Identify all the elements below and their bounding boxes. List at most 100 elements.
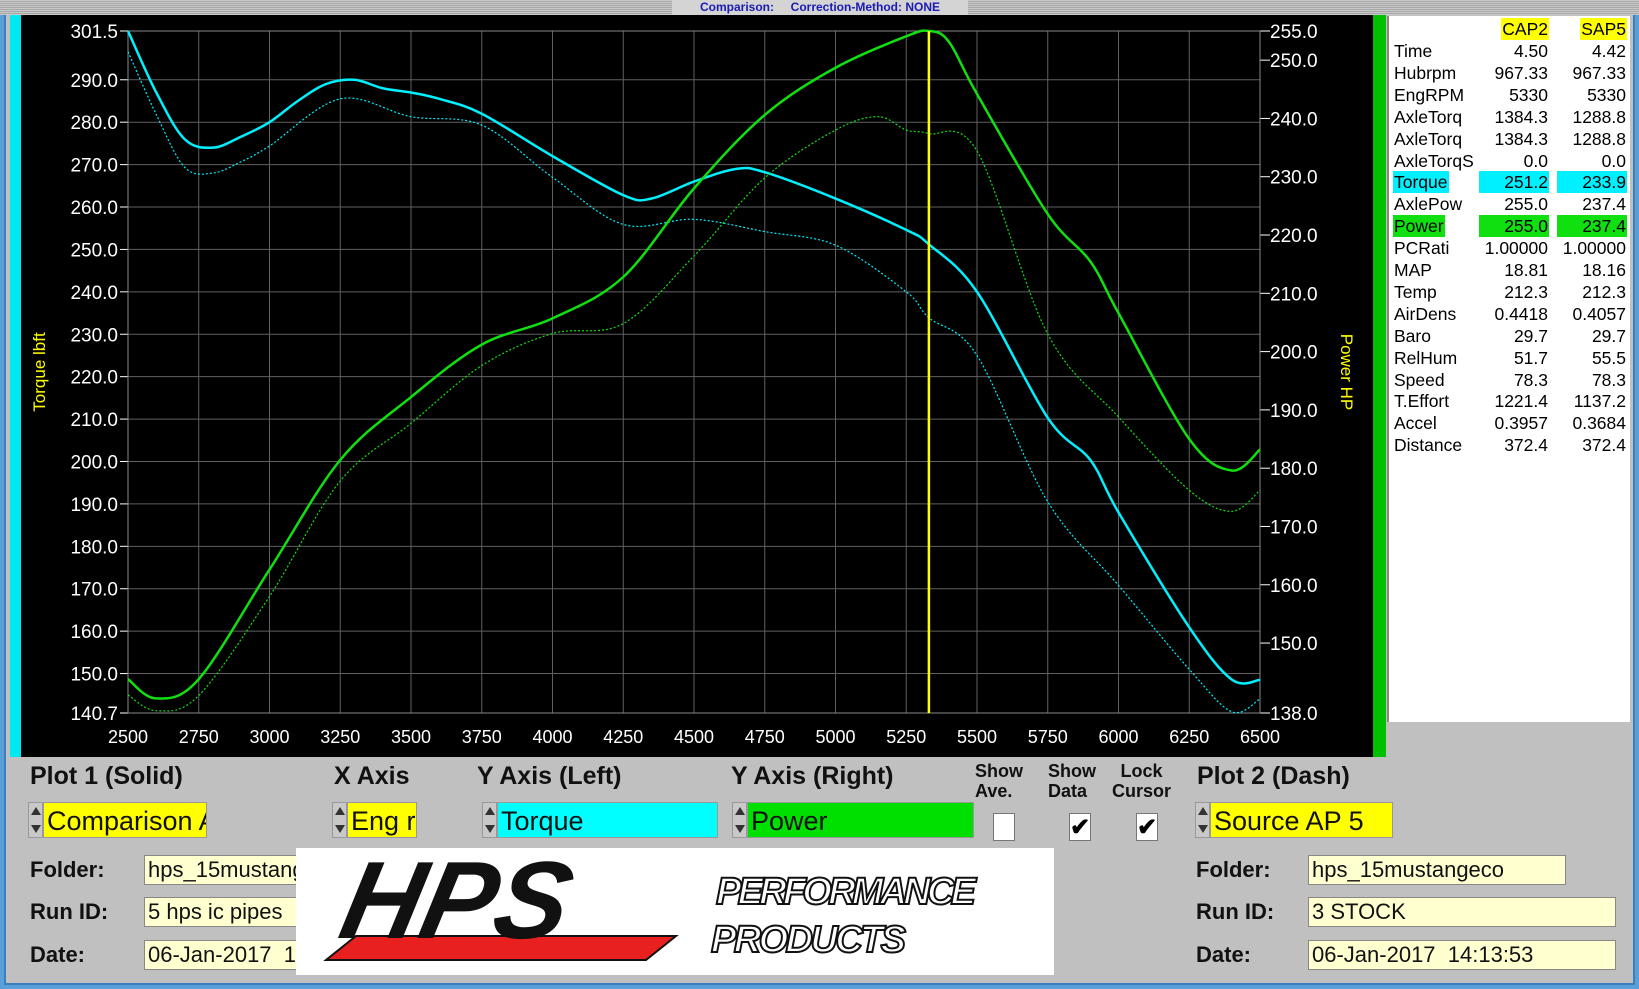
sap5-value: 0.0 (1601, 150, 1626, 171)
sap5-value: 29.7 (1591, 325, 1626, 346)
row-label: PCRati (1394, 238, 1450, 259)
cap2-value: 0.4418 (1494, 303, 1548, 324)
cap2-value: 967.33 (1494, 62, 1548, 83)
table-row: Hubrpm 967.33 967.33 (1393, 62, 1629, 84)
plot2-select[interactable]: Source AP 5 (1210, 802, 1393, 838)
row-label: T.Effort (1394, 391, 1450, 412)
row-label: MAP (1394, 260, 1432, 280)
y-right-select[interactable]: Power (747, 802, 974, 838)
table-header: CAP2 SAP5 (1393, 18, 1629, 40)
y-right-heading: Y Axis (Right) (731, 762, 894, 790)
y-left-tick-label: 190.0 (70, 495, 118, 516)
y-left-tick-label: 200.0 (70, 452, 118, 473)
sap5-value: 967.33 (1572, 62, 1626, 83)
sap5-value: 5330 (1587, 84, 1626, 105)
y-right-tick-label: 240.0 (1270, 109, 1318, 130)
plot2-run-field[interactable]: 3 STOCK (1308, 897, 1616, 927)
row-label: Hubrpm (1394, 62, 1457, 83)
cap2-value: 255.0 (1504, 194, 1548, 215)
sap5-value: 0.3684 (1572, 413, 1626, 434)
chart-area[interactable] (21, 15, 1373, 757)
row-label: Time (1394, 41, 1433, 61)
plot2-folder-label: Folder: (1196, 857, 1271, 882)
sap5-value: 78.3 (1591, 369, 1626, 390)
row-label: AxlePow (1394, 194, 1463, 215)
cap2-value: 0.0 (1523, 150, 1548, 171)
sap5-value: 237.4 (1557, 215, 1627, 238)
cap2-value: 251.2 (1479, 171, 1549, 194)
sap5-value: 18.16 (1582, 260, 1626, 280)
row-label: AirDens (1394, 303, 1457, 324)
plot1-spinner[interactable] (28, 802, 43, 838)
cap2-value: 1384.3 (1494, 128, 1548, 149)
y-left-axis-title: Torque lbft (30, 332, 49, 412)
y-left-select[interactable]: Torque (497, 802, 718, 838)
plot-frame (127, 30, 1261, 714)
y-left-tick-label: 280.0 (70, 113, 118, 134)
table-row: Temp 212.3 212.3 (1393, 281, 1629, 303)
title-bar: Comparison: Correction-Method: NONE (0, 0, 1639, 15)
table-row: AxleTorqS 0.0 0.0 (1393, 150, 1629, 172)
svg-text:HPS: HPS (331, 848, 583, 962)
y-left-tick-label: 270.0 (70, 156, 118, 177)
x-tick-label: 3500 (391, 727, 431, 747)
table-row: Power 255.0 237.4 (1393, 215, 1629, 238)
x-tick-label: 2500 (108, 727, 148, 747)
y-right-tick-label: 138.0 (1270, 704, 1318, 725)
x-tick-label: 6000 (1098, 727, 1138, 747)
y-right-tick-label: 210.0 (1270, 284, 1318, 305)
y-right-axis-title: Power HP (1337, 334, 1356, 411)
cap2-value: 5330 (1509, 84, 1548, 105)
table-row: AirDens 0.4418 0.4057 (1393, 303, 1629, 325)
table-row: AxleTorq 1384.3 1288.8 (1393, 106, 1629, 128)
plot2-heading: Plot 2 (Dash) (1197, 762, 1350, 790)
show-ave-checkbox[interactable] (993, 813, 1015, 841)
sap5-value: 1288.8 (1572, 106, 1626, 127)
plot2-date-field[interactable]: 06-Jan-2017 14:13:53 (1308, 940, 1616, 970)
plot2-run-label: Run ID: (1196, 899, 1275, 924)
hps-logo-graphic: HPS PERFORMANCE PRODUCTS (323, 838, 979, 962)
y-right-spinner[interactable] (732, 802, 747, 838)
x-axis-spinner[interactable] (332, 802, 347, 838)
row-label: Accel (1394, 413, 1437, 434)
sap5-value: 1.00000 (1562, 238, 1626, 259)
cap2-value: 372.4 (1504, 435, 1548, 456)
dyno-chart[interactable]: 2500 2750 3000 3250 3500 3750 4000 4250 4500 4750… (0, 0, 1386, 757)
y-left-tick-label: 140.7 (70, 704, 118, 725)
lock-cursor-checkbox[interactable]: ✔ (1136, 813, 1158, 841)
x-tick-label: 3000 (249, 727, 289, 747)
plot2-folder-field[interactable]: hps_15mustangeco (1308, 855, 1566, 885)
data-table: CAP2 SAP5 Time 4.50 4.42 Hubrpm 967.33 967.33 En… (1387, 16, 1630, 722)
cap2-value: 1384.3 (1494, 106, 1548, 127)
plot2-spinner[interactable] (1195, 802, 1210, 838)
x-tick-label: 6500 (1240, 727, 1280, 747)
y-right-tick-label: 170.0 (1270, 517, 1318, 538)
y-right-tick-label: 150.0 (1270, 634, 1318, 655)
lock-cursor-heading: Lock Cursor (1112, 761, 1172, 801)
y-right-tick-label: 230.0 (1270, 168, 1318, 189)
show-data-heading: Show Data (1048, 761, 1096, 801)
x-tick-label: 5750 (1028, 727, 1068, 747)
svg-text:PRODUCTS: PRODUCTS (711, 919, 906, 961)
show-data-checkbox[interactable]: ✔ (1069, 813, 1091, 841)
y-right-tick-label: 160.0 (1270, 576, 1318, 597)
row-label: AxleTorqS (1394, 150, 1474, 171)
cap2-value: 1.00000 (1484, 238, 1548, 259)
cap2-value: 0.3957 (1494, 413, 1548, 434)
cap2-value: 4.50 (1513, 41, 1548, 61)
table-row: PCRati 1.00000 1.00000 (1393, 237, 1629, 259)
plot1-heading: Plot 1 (Solid) (30, 762, 183, 790)
sap5-value: 237.4 (1582, 194, 1626, 215)
table-row: Torque 251.2 233.9 (1393, 171, 1629, 194)
x-tick-label: 5500 (957, 727, 997, 747)
sap5-value: 4.42 (1591, 41, 1626, 61)
y-left-tick-label: 180.0 (70, 537, 118, 558)
plot1-select[interactable]: Comparison AP 2 (43, 802, 207, 838)
plot1-run-label: Run ID: (30, 899, 109, 924)
plot1-date-label: Date: (30, 942, 86, 967)
y-left-spinner[interactable] (482, 802, 497, 838)
row-label: AxleTorq (1394, 106, 1463, 127)
y-right-tick-label: 220.0 (1270, 226, 1318, 247)
y-left-tick-label: 290.0 (70, 71, 118, 92)
x-axis-select[interactable]: Eng rpm (347, 802, 417, 838)
